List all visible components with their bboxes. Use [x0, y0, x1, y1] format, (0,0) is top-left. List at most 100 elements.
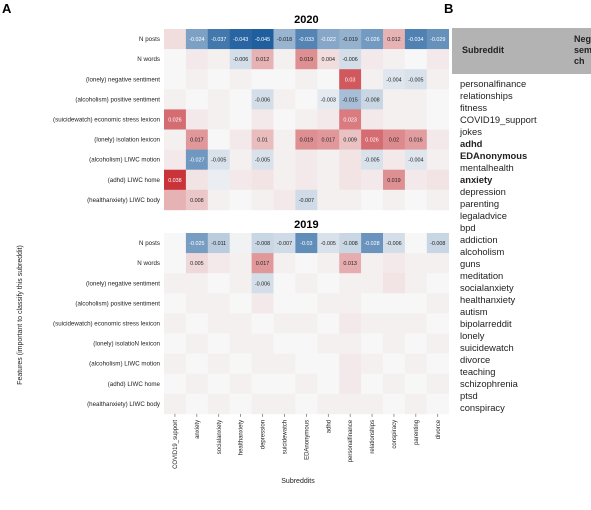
heatmap-cell — [164, 313, 187, 334]
heatmap-cell — [229, 49, 252, 70]
panel-a-letter: A — [2, 1, 12, 16]
heatmap-cell — [426, 69, 449, 90]
heatmap-cell — [207, 333, 230, 354]
subreddit-list-item: alcoholism — [460, 246, 505, 257]
column-label: depression — [261, 420, 267, 449]
cell-value-label: -0.003 — [321, 97, 336, 103]
heatmap-cell — [295, 49, 318, 70]
row-label: (lonely) negative sentiment — [86, 280, 160, 287]
column-label: conspiracy — [392, 420, 398, 449]
heatmap-cell — [164, 149, 187, 170]
heatmap-cell — [207, 169, 230, 191]
heatmap-cell — [404, 313, 428, 334]
heatmap-cell — [404, 89, 428, 110]
heatmap-cell — [295, 353, 318, 374]
cell-value-label: 0.038 — [168, 178, 182, 184]
heatmap-cell — [164, 293, 187, 314]
heatmap-title: 2019 — [294, 219, 318, 231]
cell-value-label: 0.017 — [322, 138, 336, 144]
heatmap-cell — [229, 393, 252, 415]
heatmap-cell — [185, 129, 209, 150]
subreddit-list-item: adhd — [460, 138, 483, 149]
row-label: (lonely) negative sentiment — [86, 76, 160, 83]
row-label: (alcoholism) positive sentiment — [75, 96, 160, 103]
heatmap-cell — [207, 293, 230, 314]
heatmap-cell — [361, 313, 384, 334]
cell-value-label: -0.006 — [255, 281, 270, 287]
column-label: relationships — [370, 420, 376, 454]
heatmap-cell — [164, 109, 187, 130]
subreddit-list-item: healthanxiety — [460, 294, 516, 305]
heatmap-cell — [317, 149, 340, 170]
heatmap-cell — [339, 373, 362, 395]
subreddit-list-item: anxiety — [460, 174, 493, 185]
subreddit-list-item: parenting — [460, 198, 500, 209]
heatmap-cell — [164, 373, 187, 395]
cell-value-label: -0.037 — [211, 37, 226, 43]
heatmap-cell — [251, 313, 274, 334]
heatmap-cell — [207, 233, 230, 254]
heatmap-cell — [339, 353, 362, 374]
cell-value-label: 0.023 — [343, 117, 357, 123]
heatmap-cell — [317, 293, 340, 314]
cell-value-label: 0.019 — [300, 57, 314, 63]
heatmap-cell — [426, 49, 449, 70]
heatmap-cell — [426, 333, 449, 354]
heatmap-cell — [361, 373, 384, 395]
heatmap-cell — [164, 253, 187, 274]
row-label: N posts — [139, 36, 160, 43]
heatmap-cell — [317, 373, 340, 395]
row-label: N posts — [139, 240, 160, 247]
cell-value-label: -0.008 — [343, 241, 358, 247]
heatmap-cell — [295, 313, 318, 334]
heatmap-cell — [404, 189, 428, 211]
heatmap-cell — [404, 293, 428, 314]
heatmap-cell — [273, 49, 296, 70]
heatmap-cell — [317, 253, 340, 274]
heatmap-cell — [361, 293, 384, 314]
heatmap-cell — [361, 189, 384, 211]
heatmap-cell — [229, 189, 252, 211]
column-label: parenting — [414, 420, 420, 445]
heatmap-cell — [383, 293, 406, 314]
cell-value-label: -0.03 — [300, 241, 312, 247]
heatmap-cell — [185, 89, 209, 110]
panel-b-table: Subreddit Neg sem ch personalfinance rela… — [452, 28, 591, 414]
sentiment-header-line-2: sem — [574, 45, 591, 55]
heatmap-cell — [426, 129, 449, 150]
subreddit-list-item: addiction — [460, 234, 498, 245]
heatmap-cell — [229, 313, 252, 334]
heatmap-cell — [383, 89, 406, 110]
heatmap-cell — [229, 69, 252, 90]
cell-value-label: -0.006 — [343, 57, 358, 63]
subreddit-list-item: bipolarreddit — [460, 318, 512, 329]
heatmap-cell — [295, 393, 318, 415]
subreddit-list-item: fitness — [460, 102, 488, 113]
heatmap-cell — [339, 313, 362, 334]
heatmap-cell — [273, 89, 296, 110]
heatmap-cell — [317, 273, 340, 294]
heatmap-cell — [229, 353, 252, 374]
heatmap-cell — [295, 253, 318, 274]
heatmap-cell — [251, 149, 274, 170]
heatmap-cell — [361, 169, 384, 191]
heatmap-cell — [295, 109, 318, 130]
cell-value-label: -0.018 — [277, 37, 292, 43]
heatmap-cell — [229, 129, 252, 150]
heatmap-cell — [251, 189, 274, 211]
heatmap-cell — [426, 29, 449, 50]
heatmap-cell — [383, 69, 406, 90]
heatmap-cell — [361, 109, 384, 130]
panel-b-letter: B — [444, 1, 453, 16]
column-label: anxiety — [195, 420, 201, 439]
heatmap-cell — [164, 353, 187, 374]
heatmap-cell — [317, 189, 340, 211]
heatmap-cell — [404, 273, 428, 294]
heatmap-cell — [361, 273, 384, 294]
row-label: (lonely) isolatioN lexicon — [93, 341, 160, 348]
heatmap-cell — [404, 109, 428, 130]
heatmap-cell — [251, 333, 274, 354]
heatmap-cell — [404, 129, 428, 150]
heatmap-cell — [251, 29, 274, 50]
heatmap-cell — [207, 393, 230, 415]
